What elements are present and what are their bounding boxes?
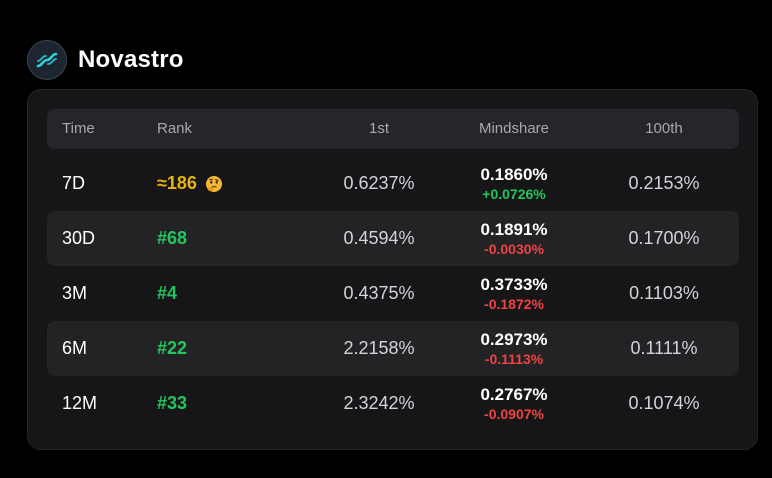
header-time: Time [62,120,95,137]
mindshare-cell: 0.3733% -0.1872% [444,266,584,321]
hundredth-value: 0.2153% [628,173,700,193]
rank-value: #33 [157,393,188,413]
rank-cell: ≈186 [157,156,223,211]
rank-value: #22 [157,338,188,358]
mindshare-change: -0.1113% [484,350,544,367]
mindshare-value: 0.2767% [480,384,548,404]
mindshare-change: -0.0907% [484,405,544,422]
first-value: 2.3242% [343,393,415,413]
mindshare-value: 0.3733% [480,274,548,294]
table-row: 30D #68 0.4594% 0.1891% -0.0030% 0.1700% [47,211,739,266]
table-row: 12M #33 2.3242% 0.2767% -0.0907% 0.1074% [47,376,739,431]
table-row: 3M #4 0.4375% 0.3733% -0.1872% 0.1103% [47,266,739,321]
mindshare-value: 0.2973% [480,329,548,349]
header-hundredth: 100th [645,120,683,137]
hundredth-value: 0.1103% [629,283,699,303]
rank-value: #4 [157,283,178,303]
hundredth-value: 0.1111% [630,338,698,358]
rank-cell: #33 [157,376,187,431]
time-cell: 30D [62,228,96,248]
header-rank: Rank [157,120,193,137]
first-value: 0.4594% [343,228,415,248]
rank-value: ≈186 [157,173,197,193]
thinking-face-emoji-icon [205,175,222,192]
time-cell: 7D [62,173,86,193]
header-mindshare: Mindshare [478,120,550,137]
novastro-logo-icon [27,40,67,80]
rank-value: #68 [157,228,188,248]
first-value: 0.6237% [343,173,415,193]
mindshare-change: -0.0030% [484,240,544,257]
rank-cell: #68 [157,211,187,266]
time-cell: 6M [62,338,88,358]
mindshare-change: +0.0726% [482,185,546,202]
table-row: 7D ≈186 0.6237% 0.1860% +0.0726% 0.2153% [47,156,739,211]
time-cell: 3M [62,283,88,303]
hundredth-value: 0.1700% [628,228,700,248]
table-header: Time Rank 1st Mindshare 100th [47,109,739,149]
mindshare-cell: 0.1860% +0.0726% [444,156,584,211]
first-value: 2.2158% [343,338,415,358]
mindshare-value: 0.1860% [480,164,548,184]
rank-cell: #22 [157,321,187,376]
project-name: Novastro [78,46,184,73]
table-row: 6M #22 2.2158% 0.2973% -0.1113% 0.1111% [47,321,739,376]
mindshare-cell: 0.2973% -0.1113% [444,321,584,376]
rank-cell: #4 [157,266,177,321]
mindshare-value: 0.1891% [480,219,548,239]
header-first: 1st [368,120,389,137]
project-header: Novastro [27,40,184,80]
hundredth-value: 0.1074% [628,393,700,413]
time-cell: 12M [62,393,98,413]
mindshare-change: -0.1872% [484,295,544,312]
mindshare-cell: 0.1891% -0.0030% [444,211,584,266]
mindshare-card: Time Rank 1st Mindshare 100th 7D ≈186 0.… [27,89,758,450]
first-value: 0.4375% [343,283,415,303]
mindshare-cell: 0.2767% -0.0907% [444,376,584,431]
